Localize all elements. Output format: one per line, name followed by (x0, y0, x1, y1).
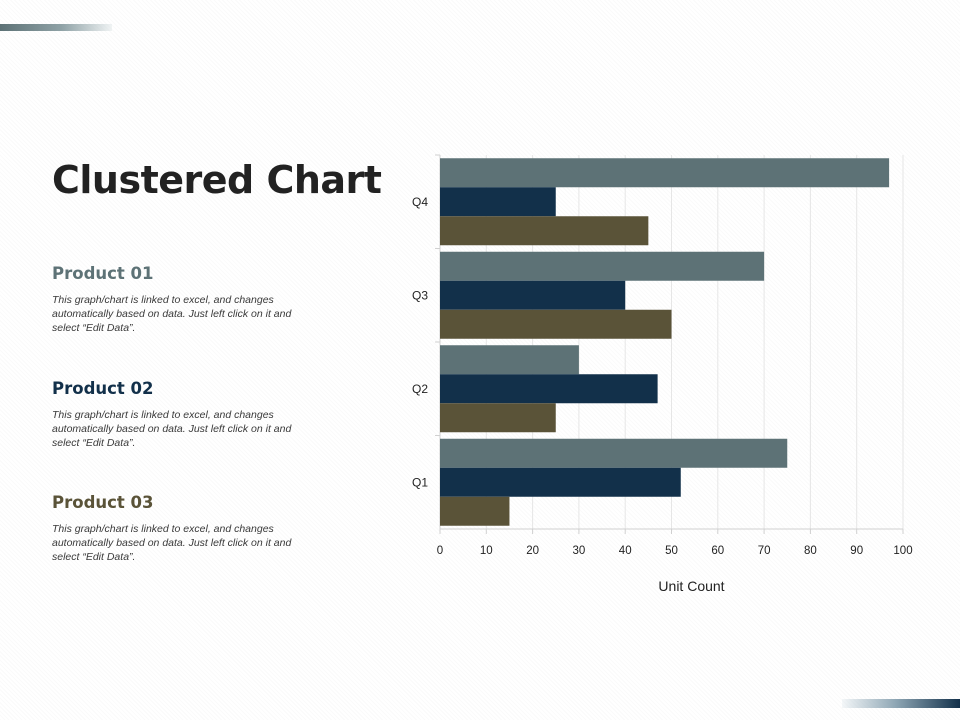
product-02-heading: Product 02 (52, 379, 154, 398)
bar-q4-product-02[interactable] (440, 187, 556, 217)
product-03-block: Product 03 This graph/chart is linked to… (52, 493, 292, 564)
x-axis-title: Unit Count (658, 578, 724, 594)
product-01-block: Product 01 This graph/chart is linked to… (52, 264, 292, 335)
bar-q3-product-03[interactable] (440, 309, 672, 339)
bar-q1-product-03[interactable] (440, 496, 510, 526)
bar-q3-product-01[interactable] (440, 251, 765, 281)
chart-bars (440, 158, 890, 526)
bar-q1-product-02[interactable] (440, 467, 681, 497)
x-tick-label: 50 (665, 545, 678, 557)
bar-q1-product-01[interactable] (440, 438, 788, 468)
product-01-description: This graph/chart is linked to excel, and… (52, 294, 292, 334)
y-tick-label-q4: Q4 (412, 195, 428, 209)
y-tick-label-q2: Q2 (412, 382, 428, 396)
x-tick-label: 60 (711, 545, 724, 557)
x-tick-label: 40 (619, 545, 632, 557)
product-03-description: This graph/chart is linked to excel, and… (52, 523, 292, 563)
x-tick-label: 20 (526, 545, 539, 557)
bar-q4-product-01[interactable] (440, 158, 890, 188)
product-01-heading: Product 01 (52, 264, 154, 283)
y-tick-label-q3: Q3 (412, 288, 428, 302)
slide-title: Clustered Chart (52, 158, 382, 202)
x-tick-label: 100 (893, 545, 912, 557)
bottom-accent-bar (842, 699, 960, 708)
x-tick-label: 30 (573, 545, 586, 557)
bar-q2-product-02[interactable] (440, 374, 658, 404)
product-02-description: This graph/chart is linked to excel, and… (52, 409, 292, 449)
x-tick-label: 70 (758, 545, 771, 557)
x-tick-label: 10 (480, 545, 493, 557)
x-tick-label: 80 (804, 545, 817, 557)
y-tick-label-q1: Q1 (412, 475, 428, 489)
bar-q2-product-01[interactable] (440, 345, 579, 375)
x-tick-label: 0 (437, 545, 443, 557)
top-accent-bar (0, 24, 112, 31)
product-03-heading: Product 03 (52, 493, 154, 512)
bar-q2-product-03[interactable] (440, 403, 556, 433)
bar-q3-product-02[interactable] (440, 280, 626, 310)
x-tick-label: 90 (850, 545, 863, 557)
product-02-block: Product 02 This graph/chart is linked to… (52, 379, 292, 450)
bar-q4-product-03[interactable] (440, 216, 649, 246)
chart-labels: 0 10 20 30 40 50 60 70 80 90 100 Q1 Q2 Q3 Q4 Unit Count (412, 195, 913, 594)
